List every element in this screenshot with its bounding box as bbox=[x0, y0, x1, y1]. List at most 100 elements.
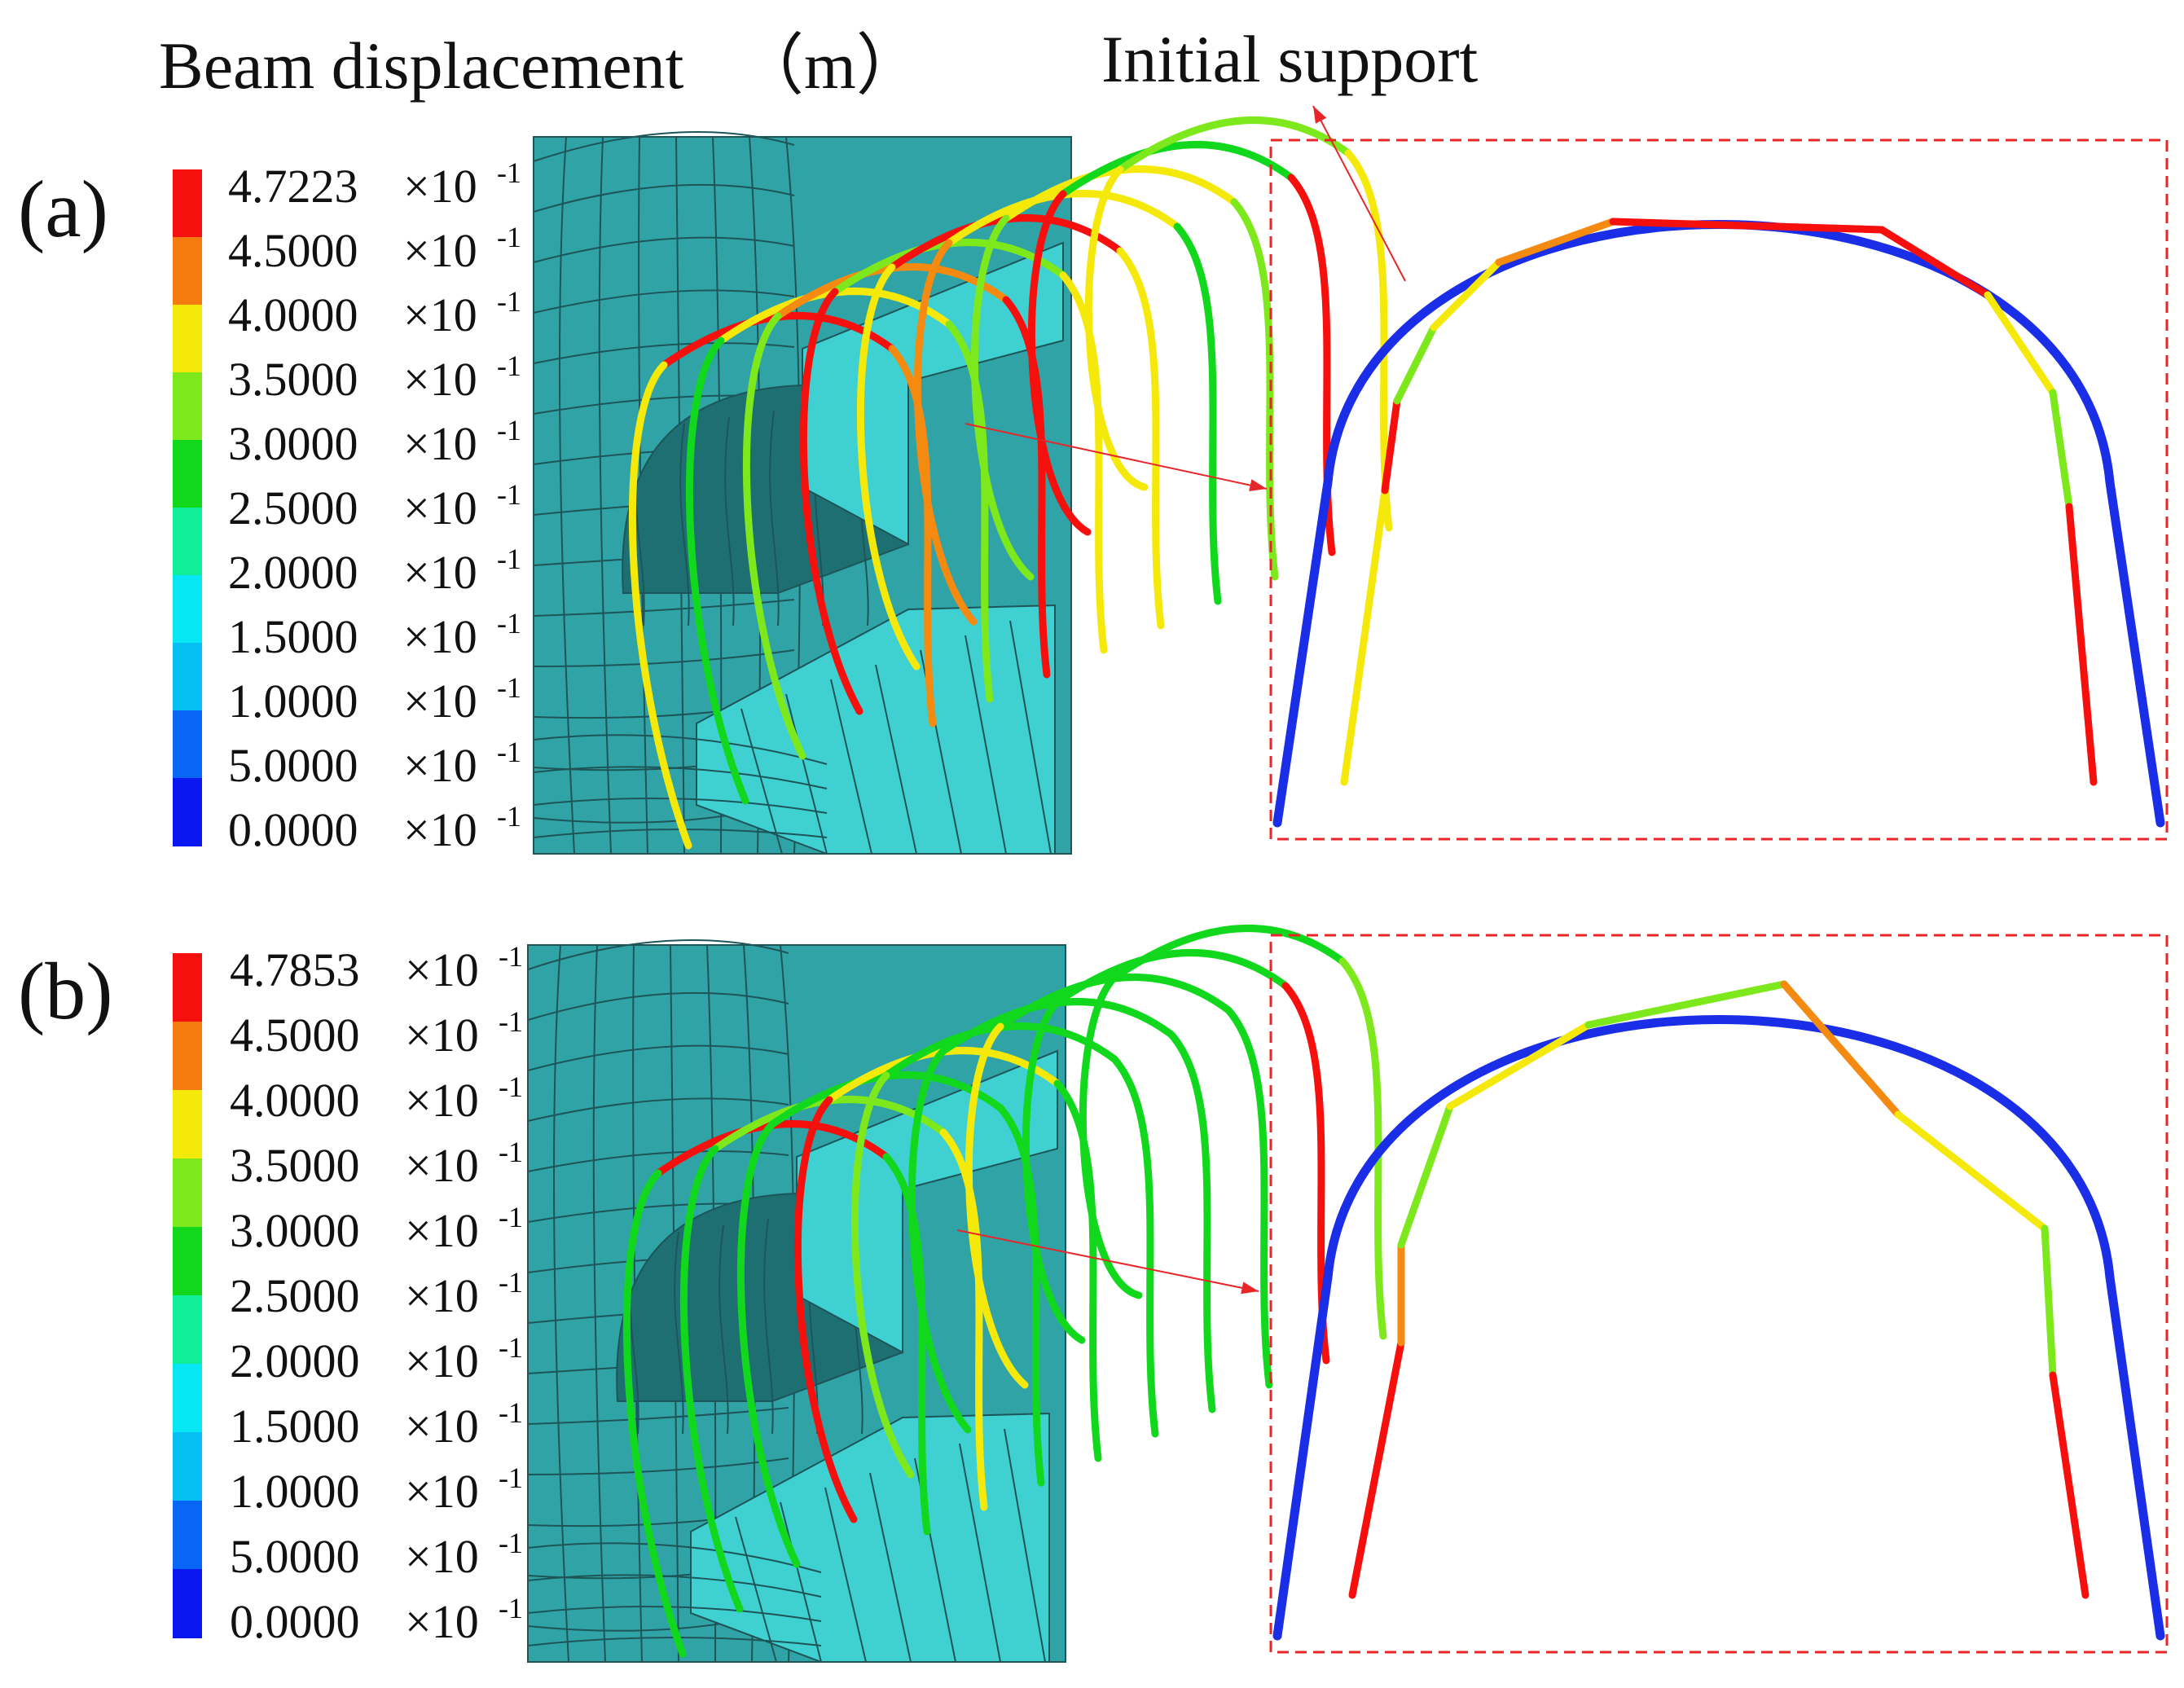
cavity-mesh-line bbox=[674, 1231, 684, 1435]
steel-arch-beam bbox=[965, 1022, 1029, 1389]
legend-tick-label: 2.5000 bbox=[228, 481, 358, 534]
bench-mesh-line bbox=[740, 708, 783, 855]
floor-mesh-line bbox=[527, 1542, 822, 1573]
legend-exponent-power: -1 bbox=[497, 156, 521, 189]
legend-exponent-power: -1 bbox=[499, 1331, 523, 1364]
deformed-beam-segment bbox=[2049, 1371, 2090, 1599]
steel-arch-beam bbox=[799, 288, 863, 715]
deformed-beam-segment bbox=[1397, 1102, 1454, 1249]
mesh-line bbox=[533, 236, 795, 263]
legend-exponent: ×10 bbox=[403, 675, 477, 728]
legend-swatch bbox=[173, 1432, 202, 1501]
legend-tick-label: 2.0000 bbox=[230, 1334, 360, 1387]
legend-swatch bbox=[173, 305, 202, 373]
lower-bench bbox=[690, 1412, 1050, 1663]
deformed-beam-segment bbox=[1393, 323, 1438, 405]
steel-arch-beam bbox=[736, 1120, 801, 1568]
legend-exponent: ×10 bbox=[405, 1139, 479, 1192]
legend-exponent-power: -1 bbox=[499, 1070, 523, 1103]
legend-swatch bbox=[173, 643, 202, 711]
legend-exponent: ×10 bbox=[405, 1465, 479, 1518]
steel-arch-crown bbox=[939, 998, 1175, 1055]
mesh-line bbox=[533, 289, 795, 314]
cavity-mesh-line bbox=[769, 410, 780, 626]
legend-exponent: ×10 bbox=[405, 1530, 479, 1583]
model-b-3d-mesh bbox=[527, 925, 1387, 1663]
bench-mesh-line bbox=[824, 1487, 867, 1663]
legend-swatch bbox=[173, 1501, 202, 1570]
steel-arch-crown bbox=[1053, 949, 1290, 1006]
bench-mesh-line bbox=[735, 1516, 777, 1663]
legend-tick-label: 1.0000 bbox=[228, 675, 358, 728]
initial-support-annotation: Initial support bbox=[1101, 22, 1479, 96]
deformed-beam-segment bbox=[1584, 980, 1788, 1029]
legend-exponent-power: -1 bbox=[497, 800, 521, 833]
legend-tick-label: 4.5000 bbox=[230, 1009, 360, 1062]
floor-mesh-line bbox=[527, 1606, 822, 1622]
cavity-mesh-line bbox=[679, 423, 690, 626]
panel-b-label: (b) bbox=[18, 946, 113, 1036]
steel-arch-beam bbox=[913, 239, 978, 626]
steel-arch-crown bbox=[1116, 116, 1352, 174]
deformed-beam-segment bbox=[1609, 218, 1886, 234]
legend-swatch bbox=[173, 237, 202, 306]
floor-mesh-line bbox=[527, 1574, 822, 1598]
legend-exponent-power: -1 bbox=[497, 607, 521, 640]
unit-label: （m） bbox=[737, 29, 923, 103]
legend-exponent: ×10 bbox=[405, 1334, 479, 1387]
legend-exponent: ×10 bbox=[403, 288, 477, 341]
arrow-head bbox=[1241, 1281, 1259, 1295]
steel-arch-beam bbox=[907, 1047, 972, 1434]
legend-swatch bbox=[173, 1295, 202, 1365]
cavity-mesh-line bbox=[724, 416, 735, 626]
bench-mesh-line bbox=[1004, 1428, 1046, 1663]
legend-exponent: ×10 bbox=[403, 353, 477, 406]
legend-exponent-power: -1 bbox=[497, 285, 521, 318]
arch-a-cross-section bbox=[1269, 138, 2169, 841]
steel-arch-beam bbox=[685, 336, 749, 805]
mesh-line bbox=[527, 1407, 789, 1425]
deformed-beam-segment bbox=[1878, 226, 1992, 299]
deformed-beam-segment bbox=[2065, 503, 2098, 786]
arrow-head bbox=[1313, 106, 1327, 124]
legend-exponent: ×10 bbox=[403, 610, 477, 663]
legend-exponent-power: -1 bbox=[499, 1136, 523, 1168]
steel-arch-leg bbox=[1344, 149, 1393, 532]
legend-swatch bbox=[173, 575, 202, 644]
legend-swatch bbox=[173, 1022, 202, 1091]
legend-exponent-power: -1 bbox=[497, 478, 521, 511]
floor-mesh-line bbox=[533, 798, 828, 814]
legend-exponent-power: -1 bbox=[497, 671, 521, 704]
deformed-beam-segment bbox=[1430, 258, 1503, 332]
legend-exponent-power: -1 bbox=[497, 221, 521, 253]
deformed-beam-segment bbox=[2049, 389, 2073, 511]
steel-arch-leg bbox=[1002, 296, 1051, 679]
deformed-beam-segment bbox=[1348, 1339, 1405, 1599]
figure-title: Beam displacement bbox=[159, 29, 684, 103]
legend-tick-label: 2.0000 bbox=[228, 546, 358, 599]
legend-swatch bbox=[173, 372, 202, 441]
legend-exponent: ×10 bbox=[405, 1074, 479, 1127]
steel-arch-beam bbox=[628, 361, 692, 850]
steel-arch-crown bbox=[945, 190, 1181, 247]
legend-exponent-power: -1 bbox=[499, 1462, 523, 1494]
legend-exponent: ×10 bbox=[405, 1595, 479, 1648]
bench-mesh-line bbox=[1009, 620, 1052, 855]
deformed-beam-segment bbox=[1340, 486, 1389, 786]
bench-mesh-line bbox=[959, 1443, 1001, 1663]
mesh-line bbox=[533, 131, 795, 162]
panel-a-label: (a) bbox=[18, 164, 108, 254]
cavity-mesh-line bbox=[763, 1218, 774, 1435]
steel-arch-leg bbox=[996, 1104, 1045, 1487]
bench-mesh-line bbox=[965, 635, 1007, 855]
legend-swatch bbox=[173, 1227, 202, 1296]
steel-arch-beam bbox=[1022, 998, 1086, 1344]
mesh-line bbox=[527, 991, 789, 1021]
deformed-beam-segment bbox=[1780, 980, 1902, 1119]
mesh-line bbox=[559, 136, 575, 855]
legend-tick-label: 0.0000 bbox=[228, 803, 358, 856]
steel-arch-crown bbox=[1110, 925, 1347, 982]
steel-arch-crown bbox=[1059, 141, 1295, 198]
legend-exponent: ×10 bbox=[405, 1269, 479, 1322]
steel-arch-beam bbox=[793, 1096, 858, 1523]
